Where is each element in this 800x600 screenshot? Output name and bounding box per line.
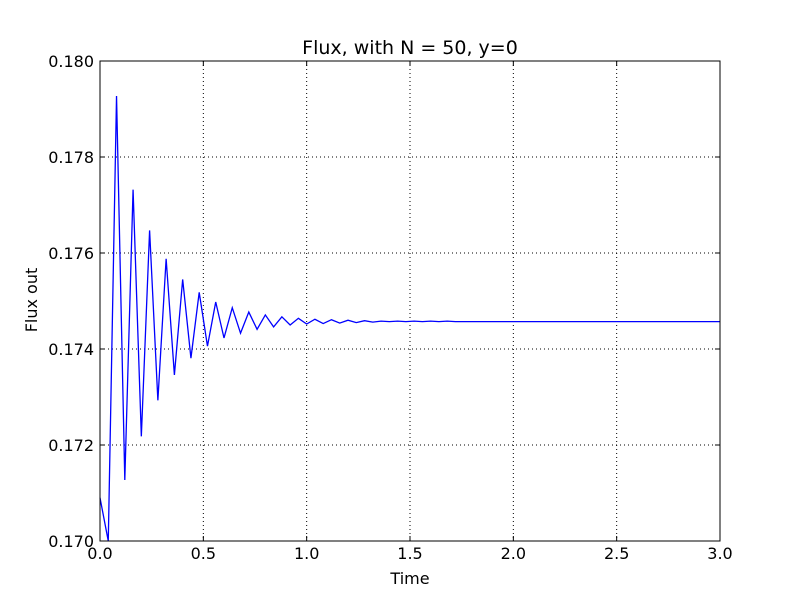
x-tick-labels: 0.0 0.5 1.0 1.5 2.0 2.5 3.0 (87, 544, 732, 563)
y-tick-label: 0.172 (48, 436, 94, 455)
flux-series-line (99, 96, 720, 542)
grid-lines (99, 60, 721, 542)
chart-title: Flux, with N = 50, y=0 (302, 37, 518, 59)
x-tick-label: 0.5 (191, 544, 216, 563)
x-axis-label: Time (389, 569, 429, 588)
series-layer (99, 96, 720, 542)
y-axis-label: Flux out (22, 268, 41, 333)
y-tick-label: 0.170 (48, 532, 94, 551)
x-tick-label: 1.5 (397, 544, 422, 563)
y-tick-label: 0.174 (48, 340, 94, 359)
x-tick-label: 0.0 (87, 544, 112, 563)
x-tick-label: 3.0 (707, 544, 732, 563)
y-tick-label: 0.178 (48, 148, 94, 167)
tick-marks (99, 60, 721, 542)
x-tick-label: 2.0 (501, 544, 526, 563)
y-tick-labels: 0.170 0.172 0.174 0.176 0.178 0.180 (48, 52, 94, 551)
y-tick-label: 0.176 (48, 244, 94, 263)
x-tick-label: 2.5 (604, 544, 629, 563)
y-tick-label: 0.180 (48, 52, 94, 71)
x-tick-label: 1.0 (294, 544, 319, 563)
